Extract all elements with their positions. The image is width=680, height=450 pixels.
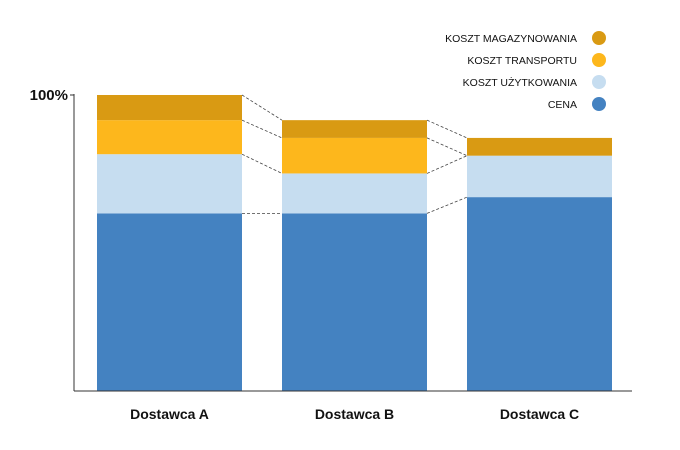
connector-1-2-boundary-4 [241, 94, 283, 121]
legend-label-koszt-użytkowania: KOSZT UŻYTKOWANIA [463, 76, 577, 89]
legend-swatch-cena [592, 97, 606, 111]
connector-2-3-boundary-3 [426, 137, 468, 157]
bar-dostawca-c-cena [467, 197, 612, 391]
legend-label-koszt-transportu: KOSZT TRANSPORTU [467, 55, 577, 67]
bar-dostawca-a-cena [97, 213, 242, 391]
connector-1-2-boundary-3 [241, 119, 283, 139]
y-tick-label-100: 100% [30, 87, 68, 104]
bar-dostawca-b-koszt-transportu [282, 137, 427, 174]
bar-dostawca-c-koszt-magazynowania [467, 137, 612, 156]
bar-dostawca-a-koszt-magazynowania [97, 95, 242, 121]
legend-label-koszt-magazynowania: KOSZT MAGAZYNOWANIA [445, 33, 577, 45]
bar-dostawca-a-koszt-transportu [97, 120, 242, 155]
connector-2-3-boundary-2 [426, 155, 468, 174]
category-labels: Dostawca A Dostawca B Dostawca C [130, 406, 579, 422]
axes: 100% [30, 87, 632, 392]
legend-swatch-koszt-użytkowania [592, 75, 606, 89]
x-tick-label-dostawca-c: Dostawca C [500, 406, 579, 422]
x-tick-label-dostawca-a: Dostawca A [130, 406, 209, 422]
bar-dostawca-b-koszt-magazynowania [282, 120, 427, 138]
bar-dostawca-c-koszt-użytkowania [467, 155, 612, 198]
legend-swatch-koszt-magazynowania [592, 31, 606, 45]
legend-label-cena: CENA [548, 99, 577, 111]
legend: KOSZT MAGAZYNOWANIA KOSZT TRANSPORTU KOSZT… [445, 31, 606, 111]
legend-swatch-koszt-transportu [592, 53, 606, 67]
connector-2-3-boundary-4 [426, 119, 468, 139]
connector-1-2-boundary-2 [241, 153, 283, 174]
bar-dostawca-a-koszt-użytkowania [97, 154, 242, 214]
bar-dostawca-b-cena [282, 213, 427, 391]
connector-2-3-boundary-1 [426, 196, 468, 214]
connector-lines [241, 94, 468, 214]
x-tick-label-dostawca-b: Dostawca B [315, 406, 394, 422]
bar-dostawca-b-koszt-użytkowania [282, 173, 427, 214]
bars-layer [97, 95, 612, 391]
